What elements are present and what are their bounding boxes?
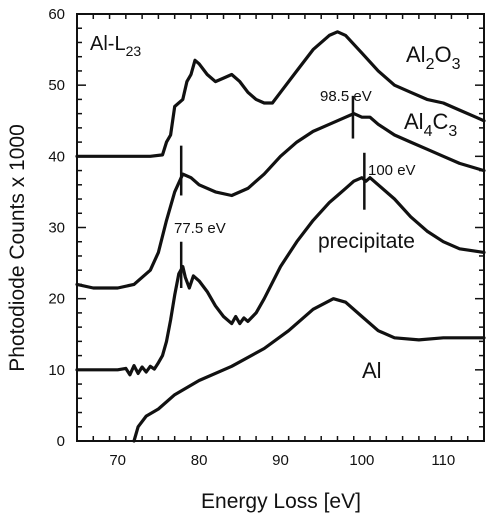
y-tick-label: 30 [48, 220, 65, 237]
x-axis-label: Energy Loss [eV] [201, 490, 361, 513]
peak-77-5-label: 77.5 eV [174, 220, 226, 237]
peak-100-label: 100 eV [368, 162, 416, 179]
series-label-al: Al [362, 358, 382, 383]
y-tick-label: 60 [48, 6, 65, 23]
series-layer [75, 30, 486, 443]
series-line-al4c3 [75, 112, 486, 290]
x-tick-label: 110 [431, 452, 455, 469]
series-line-al [132, 297, 486, 443]
al-l23-label: Al-L23 [90, 33, 141, 59]
x-tick-label: 100 [349, 452, 374, 469]
y-tick-label: 10 [48, 362, 65, 379]
x-tick-label: 80 [191, 452, 208, 469]
series-line-al2o3 [75, 30, 486, 158]
series-label-al2o3: Al2O3 [406, 42, 461, 73]
series-line-precipitate [75, 176, 486, 377]
y-tick-label: 20 [48, 291, 65, 308]
peak-markers [179, 95, 366, 288]
series-label-al4c3: Al4C3 [404, 109, 457, 140]
axis-ticks [76, 13, 485, 442]
x-tick-label: 70 [109, 452, 126, 469]
y-tick-label: 0 [57, 433, 65, 450]
peak-98-5-label: 98.5 eV [320, 88, 372, 105]
series-label-precipitate: precipitate [318, 230, 415, 253]
x-tick-label: 90 [272, 452, 289, 469]
y-axis-label: Photodiode Counts x 1000 [6, 124, 29, 372]
y-tick-label: 40 [48, 148, 65, 165]
axis-tick-labels: 70 80 90 100 110 0 10 20 30 40 50 60 [48, 6, 455, 469]
y-tick-label: 50 [48, 77, 65, 94]
